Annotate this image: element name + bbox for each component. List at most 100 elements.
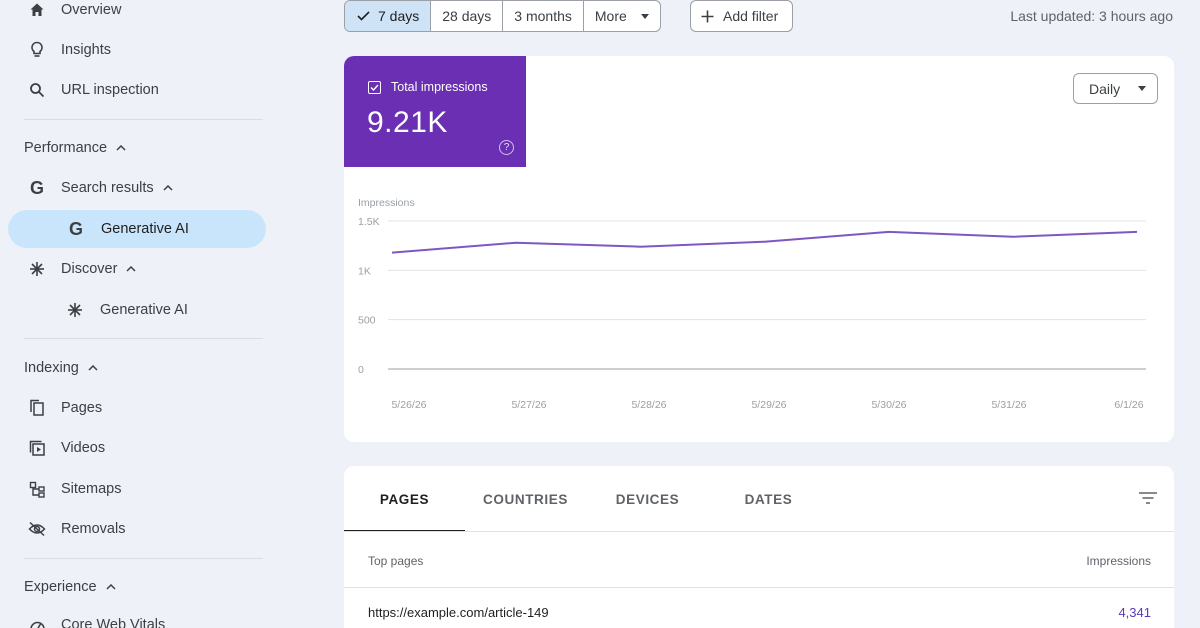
section-indexing[interactable]: Indexing: [24, 356, 98, 380]
sidebar-item-label: Generative AI: [100, 302, 188, 318]
chevron-up-icon: [106, 584, 116, 590]
x-tick-label: 5/31/26: [991, 399, 1026, 411]
range-3-months-button[interactable]: 3 months: [503, 1, 584, 31]
chevron-up-icon: [163, 183, 173, 193]
section-experience[interactable]: Experience: [24, 575, 116, 599]
home-icon: [26, 0, 48, 21]
filter-rows-icon[interactable]: [1138, 491, 1158, 505]
sidebar-item-label: Insights: [61, 42, 111, 58]
granularity-value: Daily: [1089, 80, 1121, 97]
y-tick-label: 1.5K: [358, 216, 380, 228]
sidebar-item-label: Pages: [61, 400, 103, 416]
help-icon[interactable]: ?: [499, 140, 514, 155]
sidebar-item-label: Overview: [61, 2, 122, 18]
sidebar-item-label: Generative AI: [101, 221, 189, 237]
tab-countries[interactable]: COUNTRIES: [483, 491, 568, 507]
add-filter-label: Add filter: [723, 8, 779, 24]
tab-dates[interactable]: DATES: [744, 491, 793, 507]
sidebar-item-label: Removals: [61, 521, 126, 537]
section-label: Performance: [24, 140, 108, 156]
sidebar-item-discover[interactable]: Discover: [8, 250, 266, 288]
check-icon: [357, 11, 370, 21]
more-ranges-dropdown[interactable]: More: [584, 1, 660, 31]
sidebar-item-label: Core Web Vitals: [61, 617, 166, 628]
pages-icon: [26, 397, 48, 419]
add-filter-button[interactable]: Add filter: [690, 0, 794, 32]
range-label: 7 days: [378, 8, 420, 24]
impressions-line-chart: Impressions 1.5K 1K 500 0 5/26/26 5/27/26 5/28/…: [358, 197, 1146, 411]
last-updated-text: Last updated: 3 hours ago: [1010, 8, 1173, 24]
sidebar-item-label: Sitemaps: [61, 481, 122, 497]
sidebar-item-removals[interactable]: Removals: [8, 510, 266, 548]
tab-devices[interactable]: DEVICES: [615, 491, 680, 507]
section-performance[interactable]: Performance: [24, 136, 126, 160]
section-label: Indexing: [24, 360, 79, 376]
x-tick-label: 5/26/26: [391, 399, 426, 411]
asterisk-icon: [26, 258, 48, 280]
checkbox-checked-icon: [368, 80, 381, 94]
granularity-select[interactable]: Daily: [1073, 73, 1158, 104]
metric-value: 9.21K: [367, 106, 448, 139]
asterisk-icon: [64, 299, 86, 321]
sidebar-item-label: Discover: [61, 261, 118, 277]
sidebar-divider: [24, 119, 263, 120]
metric-label: Total impressions: [391, 80, 488, 94]
sidebar-item-discover-generative-ai[interactable]: Generative AI: [8, 291, 266, 329]
search-icon: [26, 79, 48, 101]
y-tick-label: 1K: [358, 265, 371, 277]
y-axis-label: Impressions: [358, 197, 415, 209]
table-row-impressions: 4,341: [1118, 605, 1151, 620]
video-icon: [26, 437, 48, 459]
date-range-selector: 7 days 28 days 3 months More: [344, 0, 661, 32]
metric-label-row: Total impressions: [368, 80, 488, 94]
sidebar: Overview Insights URL inspection Perform…: [0, 0, 280, 628]
sidebar-item-sitemaps[interactable]: Sitemaps: [8, 470, 266, 508]
dropdown-arrow-icon: [640, 13, 649, 19]
range-28-days-button[interactable]: 28 days: [431, 1, 504, 31]
sidebar-item-label: URL inspection: [61, 82, 159, 98]
range-label: 28 days: [442, 8, 492, 24]
dropdown-arrow-icon: [1138, 86, 1146, 91]
sidebar-item-label: Search results: [61, 180, 154, 196]
tabs-divider: [344, 531, 1174, 532]
sidebar-item-insights[interactable]: Insights: [8, 31, 266, 69]
google-g-icon: G: [29, 177, 44, 198]
more-label: More: [594, 8, 627, 24]
sitemap-icon: [26, 478, 48, 500]
gauge-icon: [26, 614, 48, 628]
breakdown-table-card: PAGES COUNTRIES DEVICES DATES Top pages …: [344, 466, 1174, 628]
x-tick-label: 5/29/26: [751, 399, 786, 411]
sidebar-divider: [24, 558, 263, 559]
chevron-up-icon: [116, 145, 126, 151]
sidebar-item-url-inspection[interactable]: URL inspection: [8, 71, 266, 109]
sidebar-item-search-results[interactable]: G Search results: [8, 169, 266, 207]
x-tick-label: 5/30/26: [871, 399, 906, 411]
total-impressions-tile[interactable]: Total impressions 9.21K ?: [344, 56, 526, 167]
column-header-impressions[interactable]: Impressions: [1086, 554, 1151, 568]
y-tick-label: 500: [358, 315, 376, 327]
y-tick-label: 0: [358, 364, 364, 376]
chevron-up-icon: [126, 264, 136, 274]
sidebar-divider: [24, 338, 263, 339]
sidebar-item-search-generative-ai[interactable]: G Generative AI: [8, 210, 266, 248]
sidebar-item-pages[interactable]: Pages: [8, 389, 266, 427]
table-row-page-url[interactable]: https://example.com/article-149: [368, 605, 549, 620]
impressions-series-line: [391, 230, 1138, 254]
header-divider: [344, 587, 1174, 588]
sidebar-item-overview[interactable]: Overview: [8, 0, 266, 29]
sidebar-item-label: Videos: [61, 440, 106, 456]
sidebar-item-videos[interactable]: Videos: [8, 429, 266, 467]
x-tick-label: 6/1/26: [1114, 399, 1143, 411]
column-header-top-pages[interactable]: Top pages: [368, 554, 424, 568]
range-label: 3 months: [514, 8, 572, 24]
plus-icon: [701, 10, 714, 22]
section-label: Experience: [24, 579, 97, 595]
eye-off-icon: [26, 518, 48, 540]
tab-pages[interactable]: PAGES: [344, 466, 465, 532]
lightbulb-icon: [26, 39, 48, 61]
sidebar-item-core-web-vitals[interactable]: Core Web Vitals: [8, 606, 266, 628]
google-g-icon: G: [68, 218, 83, 239]
performance-chart-card: Total impressions 9.21K ? Daily Impressi…: [344, 56, 1174, 442]
range-7-days-button[interactable]: 7 days: [345, 1, 432, 31]
x-tick-label: 5/28/26: [631, 399, 666, 411]
